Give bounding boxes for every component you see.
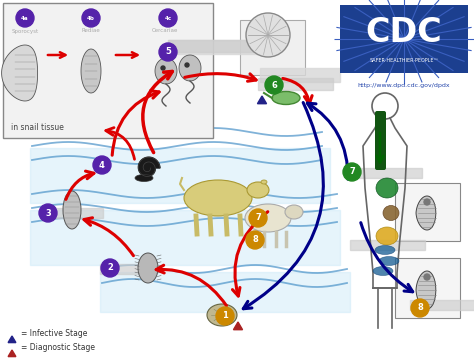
- Text: 1: 1: [222, 312, 228, 321]
- Text: 8: 8: [417, 303, 423, 312]
- Ellipse shape: [272, 92, 300, 104]
- Bar: [260, 68, 340, 82]
- Polygon shape: [179, 55, 201, 81]
- Bar: [340, 5, 468, 73]
- Bar: [395, 258, 460, 318]
- Text: 4c: 4c: [164, 15, 172, 20]
- Text: 6: 6: [271, 80, 277, 89]
- Bar: [352, 168, 422, 178]
- Bar: [100, 264, 155, 274]
- Circle shape: [159, 43, 177, 61]
- Text: SAFER·HEALTHIER·PEOPLE™: SAFER·HEALTHIER·PEOPLE™: [369, 59, 439, 64]
- Text: = Diagnostic Stage: = Diagnostic Stage: [21, 342, 95, 351]
- Text: 4a: 4a: [21, 15, 29, 20]
- Bar: [410, 300, 474, 310]
- Text: Rediae: Rediae: [82, 28, 100, 33]
- Ellipse shape: [373, 266, 393, 275]
- Ellipse shape: [184, 180, 252, 216]
- Ellipse shape: [379, 256, 399, 266]
- Text: 2: 2: [107, 264, 113, 272]
- Text: http://www.dpd.cdc.gov/dpdx: http://www.dpd.cdc.gov/dpdx: [358, 83, 450, 88]
- Circle shape: [411, 299, 429, 317]
- Polygon shape: [1, 45, 37, 101]
- Polygon shape: [155, 58, 177, 84]
- Text: 3: 3: [45, 209, 51, 218]
- Circle shape: [246, 13, 290, 57]
- Polygon shape: [138, 157, 160, 176]
- Bar: [30, 148, 330, 203]
- Text: in snail tissue: in snail tissue: [11, 123, 64, 132]
- Circle shape: [424, 199, 430, 205]
- Ellipse shape: [135, 174, 153, 182]
- Circle shape: [161, 66, 165, 70]
- Polygon shape: [257, 96, 266, 104]
- Ellipse shape: [383, 205, 399, 220]
- Circle shape: [82, 9, 100, 27]
- Polygon shape: [8, 350, 16, 356]
- Circle shape: [249, 209, 267, 227]
- Ellipse shape: [247, 182, 269, 198]
- Ellipse shape: [261, 180, 267, 184]
- Circle shape: [246, 231, 264, 249]
- Bar: [395, 183, 460, 241]
- Polygon shape: [416, 271, 436, 309]
- Circle shape: [343, 163, 361, 181]
- Text: 7: 7: [349, 168, 355, 177]
- Text: CDC: CDC: [365, 17, 442, 50]
- Polygon shape: [234, 322, 243, 330]
- Bar: [30, 210, 340, 265]
- Circle shape: [265, 76, 283, 94]
- Ellipse shape: [375, 246, 395, 255]
- Ellipse shape: [63, 191, 81, 229]
- Circle shape: [93, 156, 111, 174]
- Text: Sporocyst: Sporocyst: [11, 28, 38, 33]
- Text: 7: 7: [255, 214, 261, 223]
- Circle shape: [101, 259, 119, 277]
- Circle shape: [216, 307, 234, 325]
- Text: 4: 4: [99, 160, 105, 169]
- Circle shape: [159, 9, 177, 27]
- Bar: [48, 208, 103, 218]
- Circle shape: [39, 204, 57, 222]
- Ellipse shape: [207, 304, 237, 326]
- Circle shape: [424, 274, 430, 280]
- Ellipse shape: [376, 178, 398, 198]
- Bar: [3, 3, 213, 138]
- Circle shape: [16, 9, 34, 27]
- Circle shape: [185, 63, 189, 67]
- Ellipse shape: [138, 253, 158, 283]
- Bar: [258, 78, 333, 90]
- Bar: [350, 240, 425, 250]
- Ellipse shape: [376, 227, 398, 245]
- FancyBboxPatch shape: [375, 111, 386, 170]
- Polygon shape: [416, 196, 436, 230]
- Text: 4b: 4b: [87, 15, 95, 20]
- Text: = Infective Stage: = Infective Stage: [21, 328, 87, 337]
- Bar: [100, 272, 350, 312]
- Text: 8: 8: [252, 236, 258, 244]
- Polygon shape: [8, 336, 16, 342]
- Bar: [240, 20, 305, 75]
- Ellipse shape: [285, 205, 303, 219]
- Text: 5: 5: [165, 47, 171, 56]
- Text: Cercariae: Cercariae: [152, 28, 178, 33]
- Polygon shape: [81, 49, 101, 93]
- Bar: [168, 40, 253, 52]
- Bar: [168, 40, 258, 54]
- Ellipse shape: [245, 204, 291, 232]
